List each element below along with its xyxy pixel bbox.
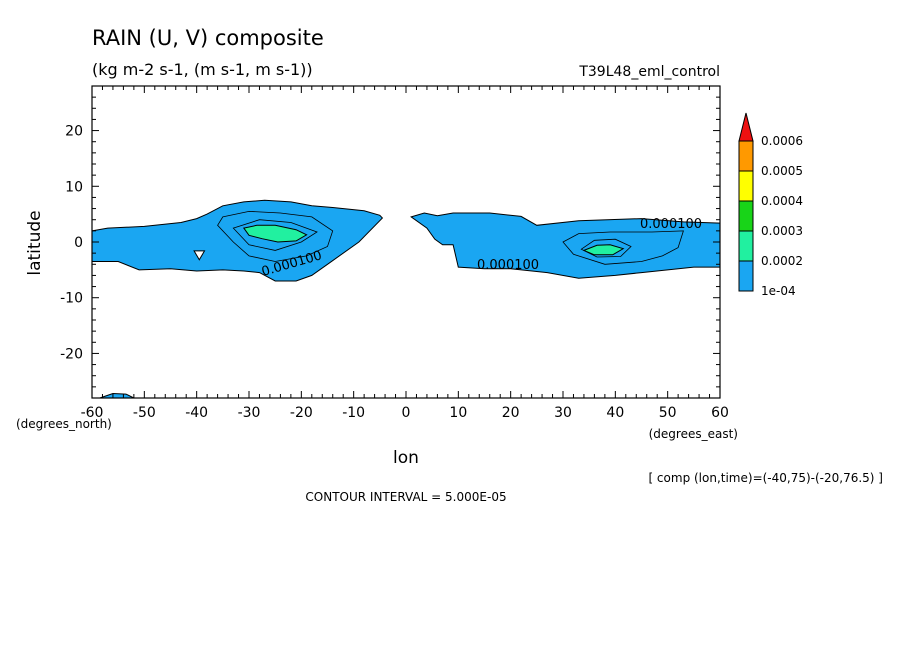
x-tick-label: 40: [606, 405, 624, 421]
region-holes: [193, 250, 206, 261]
west-band-hole: [193, 250, 206, 261]
y-axis-label: latitude: [25, 210, 45, 275]
y-tick-label: -10: [60, 291, 83, 307]
x-unit-label: (degrees_east): [649, 427, 738, 441]
colorbar-box: [738, 200, 754, 232]
filled-regions: [91, 199, 721, 399]
colorbar-label: 0.0006: [761, 134, 803, 148]
chart-subtitle: (kg m-2 s-1, (m s-1, m s-1)): [92, 60, 313, 79]
y-tick-label: -20: [60, 346, 83, 362]
comp-note: [ comp (lon,time)=(-40,75)-(-20,76.5) ]: [648, 471, 883, 485]
west-band-level1: [91, 199, 384, 282]
x-axis-label: lon: [393, 448, 419, 468]
x-tick-label: 0: [402, 405, 411, 421]
colorbar-label: 0.0002: [761, 254, 803, 268]
colorbar-label: 0.0003: [761, 224, 803, 238]
x-tick-label: -50: [133, 405, 156, 421]
west-core-level2: [242, 224, 308, 243]
east-contour-outer: [562, 230, 684, 265]
contour-interval: CONTOUR INTERVAL = 5.000E-05: [305, 490, 506, 504]
x-tick-label: -30: [238, 405, 261, 421]
west-contour-outer: [217, 210, 334, 262]
east-core-level2: [582, 244, 625, 256]
colorbar-box: [738, 140, 754, 172]
x-tick-label: -20: [290, 405, 313, 421]
contour-label-east-bottom: 0.000100: [477, 258, 539, 273]
colorbar-box: [738, 170, 754, 202]
contour-lines: [217, 210, 684, 265]
colorbar-label: 0.0004: [761, 194, 803, 208]
run-label: T39L48_eml_control: [578, 64, 720, 80]
x-tick-label: 60: [711, 405, 729, 421]
colorbar: 1e-04 0.0002 0.0003 0.0004 0.0005 0.0006: [738, 112, 803, 298]
y-unit-label: (degrees_north): [16, 417, 112, 431]
y-tick-label: 0: [74, 235, 83, 251]
chart-title: RAIN (U, V) composite: [92, 26, 324, 50]
colorbar-label: 1e-04: [761, 284, 796, 298]
east-contour-inner: [580, 238, 632, 258]
y-tick-label: 10: [65, 179, 83, 195]
colorbar-box: [738, 260, 754, 292]
colorbar-top-triangle: [738, 112, 754, 142]
contour-label-east-top: 0.000100: [640, 217, 702, 232]
x-tick-label: 10: [449, 405, 467, 421]
x-tick-label: -10: [342, 405, 365, 421]
west-contour-inner: [232, 219, 318, 251]
x-tick-label: 50: [659, 405, 677, 421]
axis-ticks: -60 -50 -40 -30 -20 -10 0 10 20 30 40 50 60 -20 -10 0 10…: [60, 85, 729, 421]
colorbar-box: [738, 230, 754, 262]
sw-corner-patch: [99, 392, 135, 399]
x-tick-label: 20: [502, 405, 520, 421]
x-tick-label: 30: [554, 405, 572, 421]
x-tick-label: -40: [185, 405, 208, 421]
y-tick-label: 20: [65, 124, 83, 140]
colorbar-label: 0.0005: [761, 164, 803, 178]
x-tick-label: -60: [81, 405, 104, 421]
